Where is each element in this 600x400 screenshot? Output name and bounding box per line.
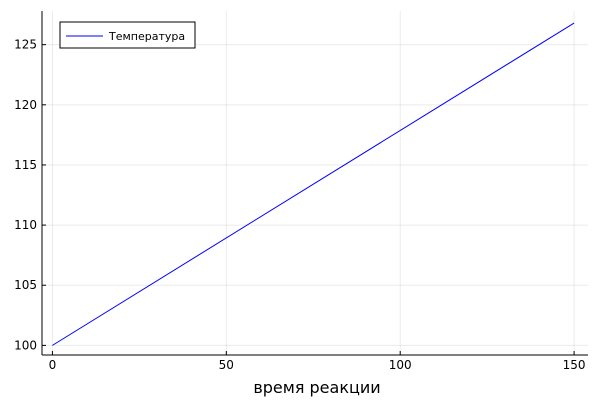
y-tick-label: 100 — [14, 338, 37, 352]
y-tick-label: 115 — [14, 158, 37, 172]
series — [52, 22, 575, 346]
y-tick-label: 110 — [14, 218, 37, 232]
grid — [42, 11, 588, 355]
axes — [41, 11, 588, 356]
y-tick-label: 105 — [14, 278, 37, 292]
x-tick-label: 100 — [389, 358, 412, 372]
y-tick-label: 125 — [14, 38, 37, 52]
legend: Температура — [59, 21, 196, 49]
series-line — [52, 22, 575, 346]
x-tick-label: 0 — [49, 358, 57, 372]
x-tick-label: 50 — [219, 358, 234, 372]
legend-label: Температура — [108, 30, 185, 43]
x-axis-title: время реакции — [253, 378, 380, 397]
ticks: 0 50 100 150 100 105 110 115 120 125 — [14, 38, 585, 372]
x-tick-label: 150 — [563, 358, 586, 372]
y-tick-label: 120 — [14, 98, 37, 112]
legend-box — [59, 21, 196, 49]
